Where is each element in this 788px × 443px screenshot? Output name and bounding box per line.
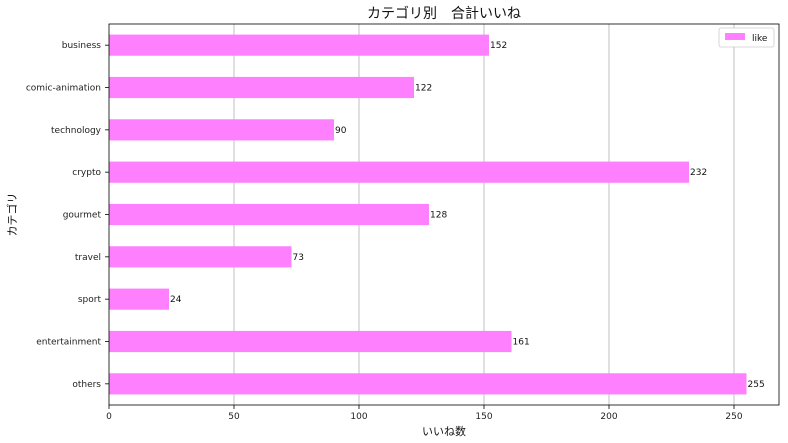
value-label-comic-animation: 122 [415, 84, 432, 94]
legend-swatch [725, 33, 745, 40]
y-tick-label: others [72, 380, 101, 390]
y-tick-label: sport [78, 295, 102, 305]
bar-others [109, 373, 747, 395]
bar-crypto [109, 161, 689, 183]
chart-title: カテゴリ別 合計いいね [367, 5, 521, 22]
value-label-others: 255 [748, 380, 765, 390]
legend: like [718, 27, 775, 48]
x-axis-title: いいね数 [422, 425, 466, 438]
data-labels: 152 122 90 232 128 73 24 161 255 [170, 41, 765, 390]
x-tick-label: 0 [106, 412, 112, 422]
value-label-business: 152 [490, 41, 507, 51]
bar-gourmet [109, 203, 429, 226]
y-tick-label: entertainment [36, 338, 101, 348]
x-tick-label: 200 [600, 412, 617, 422]
x-tick-label: 250 [725, 412, 742, 422]
y-tick-label: gourmet [63, 211, 102, 221]
y-axis-title: カテゴリ [5, 193, 19, 237]
legend-label: like [752, 34, 768, 44]
ticks: 0 50 100 150 200 250 business comic-animation te… [26, 41, 743, 422]
x-tick-label: 150 [475, 412, 492, 422]
bars [109, 34, 747, 395]
y-tick-label: business [62, 41, 102, 51]
value-label-gourmet: 128 [430, 211, 447, 221]
bar-sport [109, 288, 169, 310]
bar-comic-animation [109, 76, 414, 99]
x-tick-label: 50 [228, 412, 240, 422]
legend-box [718, 27, 775, 48]
x-tick-label: 100 [350, 412, 367, 422]
bar-entertainment [109, 330, 512, 353]
value-label-crypto: 232 [690, 168, 707, 178]
value-label-entertainment: 161 [513, 338, 530, 348]
y-tick-label: comic-animation [26, 84, 101, 94]
y-tick-label: travel [75, 253, 101, 263]
y-tick-label: crypto [72, 168, 101, 178]
value-label-travel: 73 [293, 253, 304, 263]
bar-technology [109, 119, 334, 141]
bar-business [109, 34, 489, 56]
bar-travel [109, 246, 292, 268]
value-label-sport: 24 [170, 295, 182, 305]
value-label-technology: 90 [335, 126, 347, 136]
y-tick-label: technology [51, 126, 102, 136]
